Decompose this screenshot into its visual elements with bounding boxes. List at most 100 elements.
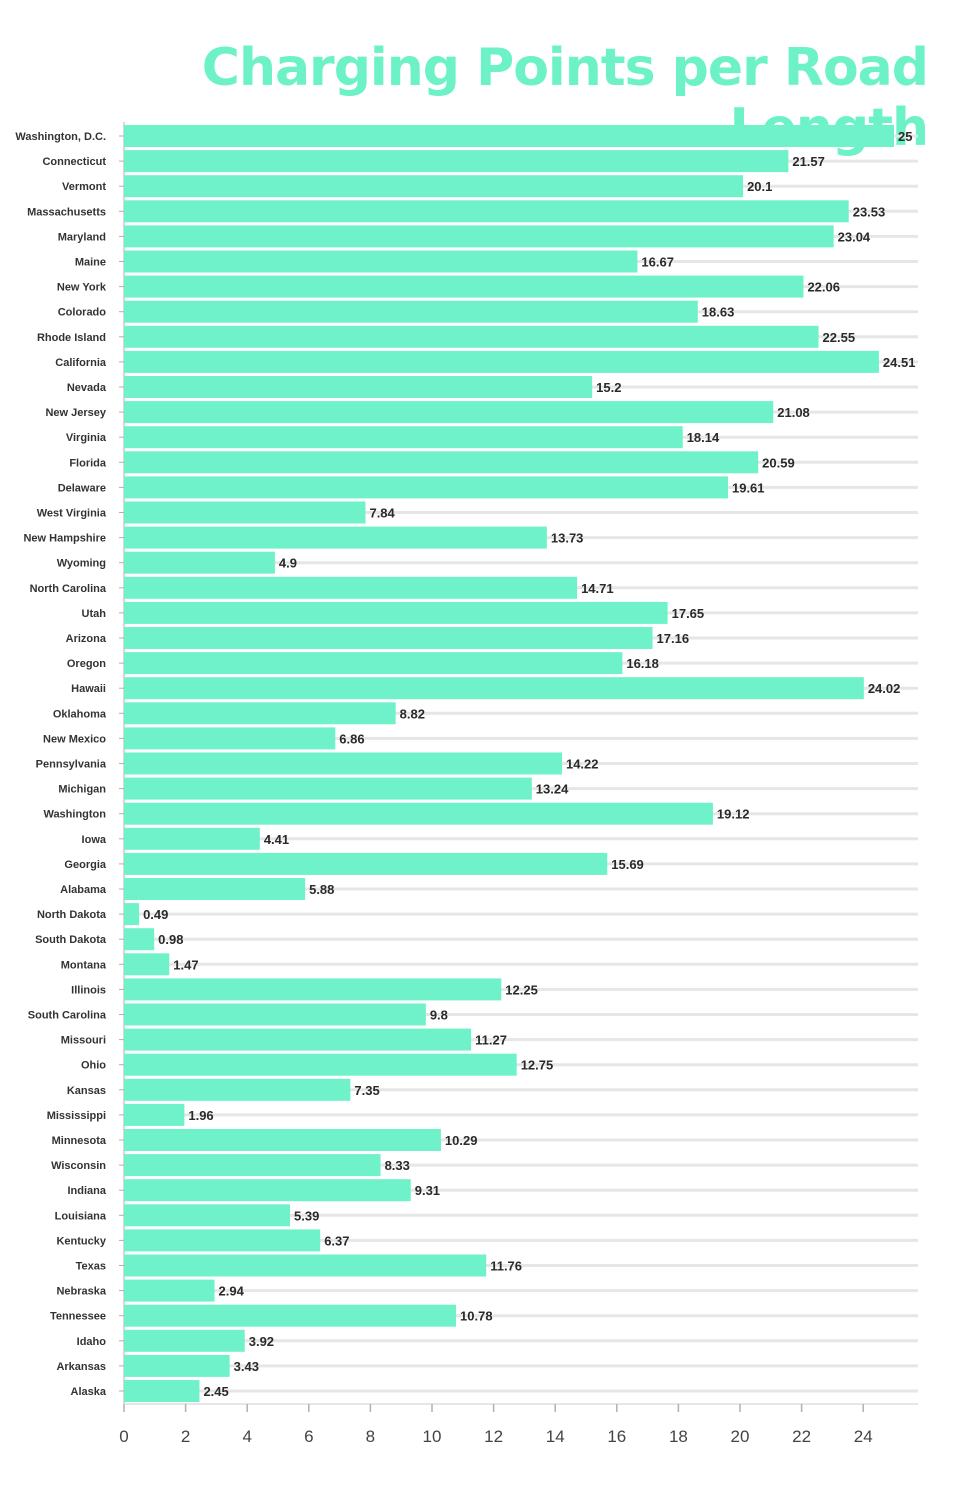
bar (124, 426, 683, 449)
bar (124, 1028, 472, 1051)
value-label: 24.51 (883, 355, 916, 370)
category-label: Indiana (67, 1185, 106, 1197)
value-label: 13.24 (536, 782, 569, 797)
bar (124, 325, 819, 348)
category-label: Nebraska (56, 1286, 106, 1298)
category-label: Connecticut (42, 156, 106, 168)
bar (124, 1154, 381, 1177)
value-label: 7.35 (354, 1083, 379, 1098)
value-label: 17.16 (657, 631, 690, 646)
bar (124, 275, 804, 298)
value-label: 1.96 (188, 1108, 213, 1123)
value-label: 23.53 (853, 204, 886, 219)
value-label: 20.59 (762, 455, 795, 470)
category-label: Minnesota (52, 1135, 107, 1147)
category-label: Colorado (58, 307, 107, 319)
bar (124, 1329, 245, 1352)
bar (124, 501, 366, 524)
bar (124, 1354, 230, 1377)
bar (124, 576, 578, 599)
category-label: Nevada (67, 382, 107, 394)
category-label: Missouri (61, 1035, 106, 1047)
value-label: 8.33 (385, 1158, 410, 1173)
value-label: 5.39 (294, 1208, 319, 1223)
value-label: 10.78 (460, 1309, 493, 1324)
category-label: Oregon (67, 658, 106, 670)
bar (124, 300, 698, 323)
value-label: 2.45 (203, 1384, 228, 1399)
category-label: North Carolina (30, 583, 107, 595)
category-label: Wisconsin (51, 1160, 106, 1172)
category-label: Maine (75, 257, 106, 269)
x-tick-label: 4 (242, 1427, 251, 1446)
value-label: 9.31 (415, 1183, 440, 1198)
category-label: South Dakota (35, 934, 107, 946)
category-label: Oklahoma (53, 708, 107, 720)
x-tick-label: 22 (792, 1427, 811, 1446)
value-label: 12.25 (505, 982, 538, 997)
value-label: 12.75 (521, 1058, 554, 1073)
value-label: 18.63 (702, 305, 735, 320)
bar (124, 827, 260, 850)
x-tick-label: 14 (546, 1427, 565, 1446)
bar (124, 125, 894, 147)
category-label: Georgia (64, 859, 106, 871)
bar (124, 1279, 215, 1302)
bar (124, 150, 789, 173)
value-label: 6.86 (339, 731, 364, 746)
x-tick-label: 16 (607, 1427, 626, 1446)
x-tick-label: 8 (366, 1427, 375, 1446)
bar (124, 1304, 457, 1327)
x-tick-label: 12 (484, 1427, 503, 1446)
value-label: 6.37 (324, 1233, 349, 1248)
category-label: Massachusetts (27, 206, 106, 218)
bar (124, 1078, 351, 1101)
value-label: 21.08 (777, 405, 810, 420)
category-label: Washington (43, 809, 106, 821)
category-label: Illinois (71, 984, 106, 996)
value-label: 9.8 (430, 1008, 448, 1023)
value-label: 4.41 (264, 832, 289, 847)
x-tick-label: 0 (119, 1427, 128, 1446)
value-label: 21.57 (792, 154, 825, 169)
category-label: New Mexico (43, 733, 106, 745)
category-label: Kentucky (56, 1235, 106, 1247)
value-label: 17.65 (672, 606, 705, 621)
value-label: 11.27 (475, 1033, 507, 1048)
category-label: Virginia (66, 432, 107, 444)
value-label: 13.73 (551, 531, 584, 546)
category-label: Delaware (58, 482, 106, 494)
category-label: Vermont (62, 181, 106, 193)
bar (124, 1204, 291, 1227)
bar (124, 476, 728, 499)
x-tick-label: 24 (854, 1427, 873, 1446)
x-tick-label: 2 (181, 1427, 190, 1446)
category-label: New York (57, 282, 107, 294)
bar (124, 451, 759, 474)
value-label: 0.49 (143, 907, 168, 922)
bar (124, 401, 774, 424)
value-label: 18.14 (687, 430, 720, 445)
bar (124, 777, 532, 800)
value-label: 19.12 (717, 807, 750, 822)
category-label: Tennessee (50, 1311, 106, 1323)
value-label: 3.43 (234, 1359, 259, 1374)
bar (124, 953, 170, 976)
value-label: 14.22 (566, 757, 599, 772)
x-tick-label: 20 (731, 1427, 750, 1446)
value-label: 15.2 (596, 380, 621, 395)
bar (124, 702, 396, 725)
category-label: Texas (76, 1261, 106, 1273)
x-tick-label: 6 (304, 1427, 313, 1446)
value-label: 2.94 (219, 1284, 245, 1299)
bar (124, 250, 638, 273)
category-label: New Jersey (45, 407, 106, 419)
category-label: West Virginia (37, 508, 107, 520)
category-label: Mississippi (47, 1110, 106, 1122)
value-label: 22.55 (823, 330, 856, 345)
bar (124, 802, 713, 825)
value-label: 25 (898, 129, 912, 144)
value-label: 16.67 (641, 255, 674, 270)
